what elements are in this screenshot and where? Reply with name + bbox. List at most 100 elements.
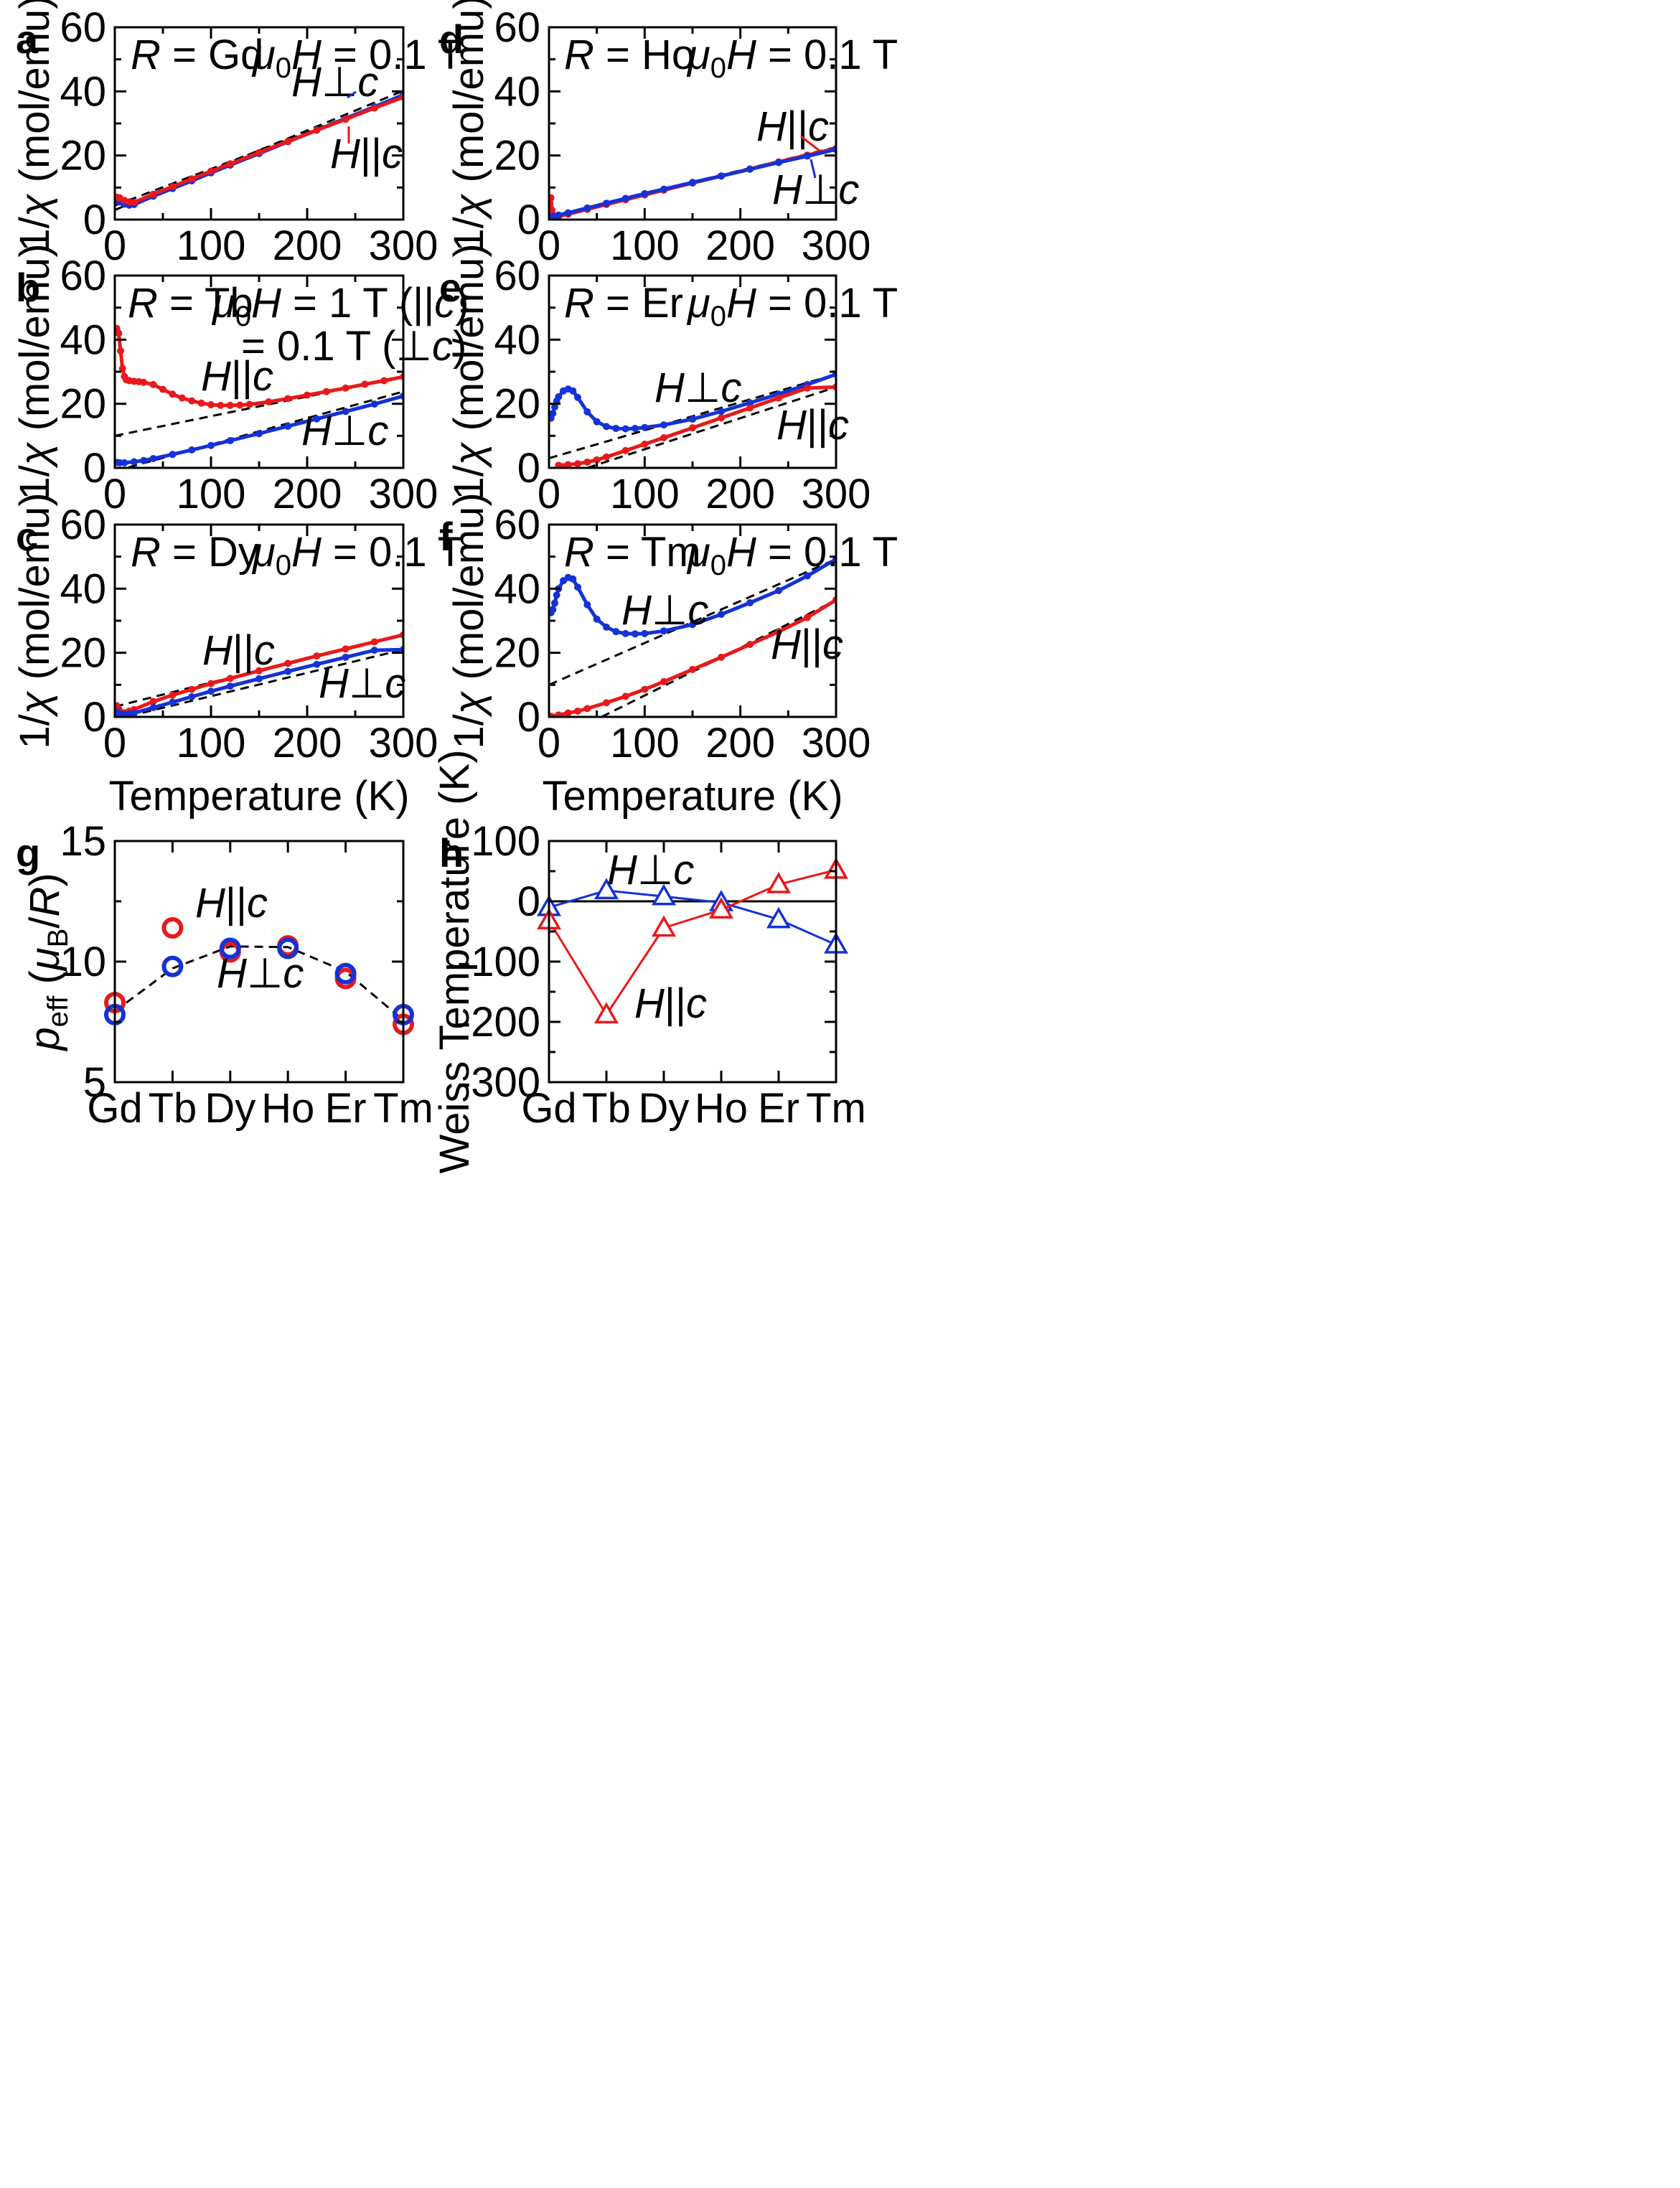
text-part: c — [367, 408, 388, 454]
x-category-label: Tm — [373, 1085, 433, 1132]
series-label: H⊥c — [319, 660, 405, 707]
panel-letter: e — [439, 265, 461, 310]
text-part: χ — [446, 690, 492, 718]
text-part: H — [330, 131, 360, 177]
x-category-label: Gd — [87, 1085, 142, 1132]
text-part: H — [654, 365, 685, 411]
text-part: || — [801, 621, 822, 668]
text-part: H — [291, 59, 322, 105]
text-part: c — [828, 402, 849, 449]
data-point — [574, 707, 581, 715]
x-category-label: Tb — [149, 1085, 197, 1132]
rare-earth-label: R = Tm — [564, 529, 701, 576]
y-axis-title: 1/χ (mol/emu) — [11, 492, 58, 748]
text-part: = Dy — [161, 529, 259, 576]
data-point — [313, 415, 321, 423]
text-part: R — [564, 32, 594, 78]
text-part: = 0.1 T — [756, 529, 898, 576]
data-point — [549, 410, 557, 418]
data-point — [284, 422, 292, 430]
y-tick-label: 100 — [471, 818, 540, 865]
text-part: H — [726, 280, 756, 327]
fit-line — [586, 386, 836, 468]
data-point — [564, 209, 572, 217]
circle-marker — [161, 955, 184, 977]
y-tick-label: 60 — [60, 4, 106, 51]
label-leader — [800, 135, 820, 152]
y-tick-label: 60 — [494, 502, 540, 548]
data-point — [804, 614, 811, 621]
text-part: (mol/emu) — [446, 0, 492, 194]
y-axis-title: 1/χ (mol/emu) — [446, 243, 492, 499]
rare-earth-label: R = Er — [564, 280, 683, 327]
data-point — [689, 665, 696, 673]
x-category-label: Tb — [582, 1085, 631, 1132]
text-part: R — [564, 280, 594, 327]
x-tick-label: 0 — [538, 720, 560, 766]
text-part: c — [822, 621, 843, 668]
data-point — [342, 384, 349, 392]
text-part: H — [195, 880, 225, 926]
text-part: 1/ — [446, 216, 492, 251]
data-point — [564, 461, 572, 468]
data-point — [660, 185, 667, 193]
data-point — [641, 189, 649, 197]
data-point — [370, 647, 378, 654]
series-label: H||c — [201, 353, 273, 400]
data-point — [804, 384, 811, 392]
text-part: ⊥ — [332, 408, 368, 454]
x-category-label: Ho — [695, 1085, 748, 1132]
text-part: c — [283, 950, 304, 997]
circle-marker — [161, 916, 184, 939]
data-point — [255, 675, 263, 682]
text-part: 0 — [235, 301, 251, 332]
data-point — [660, 627, 667, 635]
data-point — [574, 583, 581, 591]
data-point — [370, 400, 378, 408]
x-category-label: Gd — [521, 1085, 576, 1132]
data-point — [555, 393, 563, 400]
data-point — [130, 458, 138, 466]
text-part: || — [665, 980, 686, 1027]
data-point — [555, 461, 563, 468]
text-part: (mol/emu) — [11, 243, 58, 442]
text-part: c — [253, 353, 273, 400]
text-part: = Tm — [594, 529, 701, 576]
data-point — [236, 401, 244, 409]
text-part: ( — [22, 970, 68, 995]
data-point — [718, 408, 725, 415]
y-tick-label: 0 — [517, 197, 540, 243]
data-point — [265, 398, 273, 405]
text-part: ) — [455, 280, 469, 327]
data-point — [130, 198, 138, 206]
data-point — [718, 653, 725, 661]
text-part: χ — [446, 441, 492, 469]
data-point — [169, 390, 177, 398]
x-tick-label: 300 — [802, 222, 871, 269]
text-part: μ — [686, 32, 710, 78]
data-point — [313, 660, 321, 668]
data-point — [641, 440, 649, 448]
data-point — [689, 415, 696, 423]
text-part: 1/ — [11, 216, 58, 251]
text-part: = 0.1 T (⊥ — [241, 323, 432, 370]
data-point — [342, 408, 349, 415]
text-part: μ — [22, 947, 68, 972]
text-part: 1/ — [446, 464, 492, 499]
y-tick-label: 40 — [60, 68, 106, 115]
data-point — [593, 615, 601, 623]
data-point — [775, 159, 782, 166]
text-part: 0 — [710, 301, 726, 332]
y-tick-label: 20 — [494, 133, 540, 179]
text-part: ) — [453, 323, 466, 370]
data-point — [149, 190, 157, 198]
text-part: B — [42, 929, 74, 948]
data-point — [178, 394, 186, 402]
x-category-label: Tm — [806, 1085, 866, 1132]
x-tick-label: 0 — [103, 720, 126, 766]
data-point — [188, 692, 196, 700]
data-point — [621, 425, 629, 433]
triangle-marker — [593, 878, 619, 900]
y-tick-label: 0 — [517, 694, 540, 741]
data-point — [689, 621, 696, 629]
